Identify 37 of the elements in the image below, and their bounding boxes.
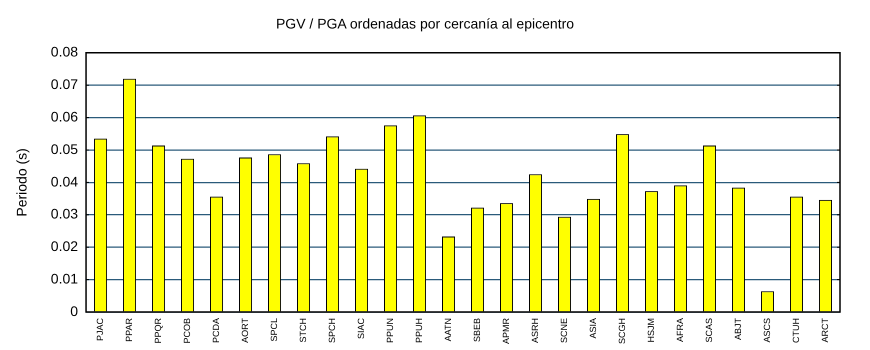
x-tick-label: SPCL [269,318,280,342]
x-tick-label: ASRH [530,318,540,344]
x-tick-label: PPAR [124,318,134,342]
x-tick-label: SPCH [327,318,338,344]
x-tick-label: ABJT [732,318,743,340]
x-tick-label: PJAC [95,318,106,342]
y-tick-label: 0.06 [50,108,78,124]
chart-title: PGV / PGA ordenadas por cercanía al epicentro [276,15,574,32]
y-tick-label: 0.01 [50,270,78,286]
y-tick-label: 0.08 [50,44,78,60]
y-axis-title: Periodo (s) [13,148,30,217]
x-tick-label: SCAS [704,318,714,343]
x-tick-label: ARCT [820,317,830,342]
x-tick-label: SCGH [617,318,627,344]
x-tick-label: PPUN [385,318,396,344]
x-tick-label: ASCS [762,318,772,343]
x-tick-label: APMR [501,318,512,344]
x-tick-label: SBEB [472,318,482,342]
x-tick-label: SIAC [356,318,366,340]
x-tick-label: ASIA [588,318,598,339]
x-tick-label: AORT [240,318,250,343]
x-tick-label: PPUH [414,318,424,344]
y-tick-label: 0.02 [50,238,78,254]
y-tick-label: 0.03 [50,206,78,222]
x-tick-label: PCOB [182,318,192,344]
y-tick-label: 0 [70,302,78,319]
x-tick-label: CTUH [790,318,801,343]
x-tick-label: STCH [298,318,308,342]
x-tick-label: SCNE [559,318,569,344]
x-tick-label: HSJM [646,318,656,342]
x-tick-label: AFRA [674,318,685,342]
y-tick-label: 0.05 [50,140,78,157]
x-tick-label: AATN [443,318,454,342]
x-tick-label: PPQR [153,318,164,344]
x-tick-label: PCDA [211,318,222,344]
y-tick-label: 0.04 [50,173,78,190]
y-tick-label: 0.07 [50,76,78,92]
